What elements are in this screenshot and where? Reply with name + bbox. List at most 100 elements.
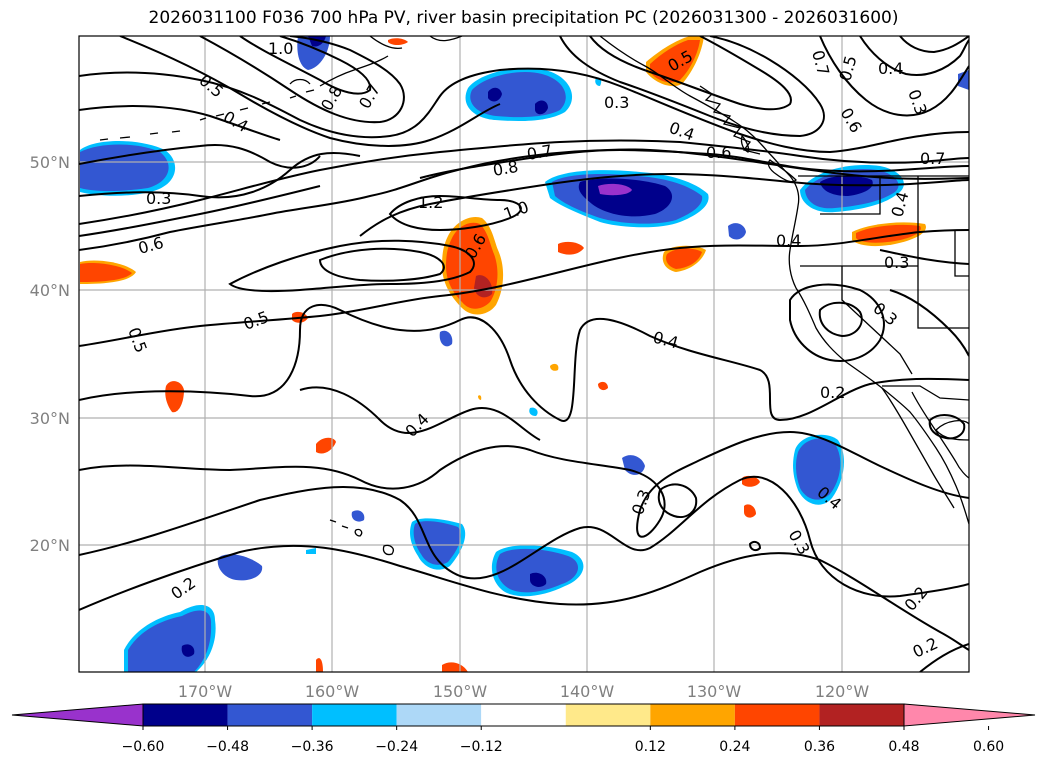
pv-contour-ne-1	[819, 36, 969, 117]
colorbar-segment	[819, 704, 904, 726]
shade-blue-patch	[488, 87, 502, 102]
lat-tick-label: 40°N	[30, 281, 70, 300]
contour-label: 0.5	[195, 71, 227, 102]
state-border-nv-ca	[841, 266, 913, 375]
pv-contour-east-0.3	[879, 249, 969, 265]
contour-label: 0.2	[901, 583, 932, 615]
pv-contour-0.7	[79, 139, 969, 225]
shade-orange-patch	[478, 395, 482, 400]
shade-orange-patch	[744, 504, 756, 518]
pv-contour-1.2	[388, 194, 522, 232]
contour-label: 0.3	[869, 299, 901, 330]
state-border-wa-or	[820, 176, 881, 215]
pv-contour-basin-2	[818, 301, 863, 338]
contour-label: 0.4	[401, 409, 432, 440]
pv-contour-desert	[928, 414, 966, 440]
contour-label: 0.2	[910, 634, 941, 662]
alaska-mainland-coastline	[369, 36, 463, 50]
us-mexico-border	[882, 385, 969, 401]
alaska-panhandle-coastline	[699, 85, 761, 155]
contour-label: 0.8	[491, 157, 519, 180]
contour-label: 0.4	[651, 328, 681, 353]
shade-orange-patch	[388, 38, 408, 45]
shade-orange-patch	[316, 658, 323, 672]
colorbar-extension-high	[903, 703, 1036, 727]
pv-contour-0.5	[79, 229, 969, 347]
shade-orange-patch	[598, 381, 608, 391]
pv-contour-alaska-2	[589, 36, 792, 111]
baja-peninsula-coastline	[881, 387, 955, 509]
pv-contour-west-0.5	[79, 105, 281, 141]
pv-contour-alaska-1	[559, 36, 825, 138]
colorbar-segment	[481, 704, 566, 726]
pv-contour-0.4-mid	[79, 303, 969, 422]
contour-label: 0.4	[667, 118, 697, 145]
shade-blue-patch	[439, 330, 453, 347]
pv-contour-basin	[789, 283, 885, 362]
shade-blue-patch	[529, 407, 538, 416]
shade-blue-patch	[306, 548, 316, 554]
shade-orange-patch	[558, 241, 584, 255]
shade-blue-patch	[535, 100, 548, 115]
pv-contour-0.4-lower	[299, 386, 541, 441]
state-border-nv-az	[917, 266, 969, 329]
pv-contour-0.2-south2	[919, 643, 969, 672]
lon-tick-label: 130°W	[687, 682, 742, 701]
lon-tick-label: 170°W	[178, 682, 233, 701]
graticule	[79, 36, 969, 672]
pv-contour-0.6-north	[79, 185, 321, 237]
shade-orange-patch	[80, 263, 132, 282]
colorbar-tick-label: 0.60	[973, 739, 1004, 755]
lon-tick-label: 120°W	[815, 682, 870, 701]
shade-blue-patch	[728, 223, 746, 240]
colorbar-tick-label: 0.48	[888, 739, 919, 755]
shade-blue-patch	[496, 548, 579, 593]
colorbar-segment	[396, 704, 482, 726]
contour-label: 0.4	[776, 231, 801, 250]
contour-label: 0.5	[124, 325, 151, 355]
lon-tick-label: 160°W	[305, 682, 360, 701]
shade-orange-patch	[442, 662, 468, 672]
colorbar-outline	[142, 703, 905, 727]
colorbar-tick-label: 0.12	[635, 739, 666, 755]
alaska-peninsula-coastline	[289, 55, 389, 87]
lat-tick-label: 50°N	[30, 153, 70, 172]
contour-label: 0.7	[525, 141, 553, 164]
pv-contour-north-4	[239, 36, 372, 95]
hawaiian-islands	[329, 519, 394, 556]
contour-label: 0.5	[836, 54, 861, 84]
pv-contour-0.2-south	[79, 544, 969, 651]
pv-contour-east-0.2	[889, 289, 969, 357]
contour-label: 0.7	[808, 48, 833, 78]
colorbar-tick-label: 0.24	[719, 739, 750, 755]
pv-contour-north-2	[119, 36, 501, 147]
north-america-coastline	[599, 36, 969, 525]
shade-blue-patch	[181, 644, 195, 657]
shade-orange-patch	[316, 437, 336, 454]
contour-label: 1.0	[268, 39, 293, 58]
colorbar-tick-label: −0.48	[206, 739, 249, 755]
pv-contour-hawaii-loop	[657, 483, 698, 518]
contour-label: 0.5	[241, 307, 271, 334]
contour-label: 0.6	[136, 233, 166, 258]
shade-orange-patch	[550, 363, 559, 371]
contour-label: 0.2	[167, 573, 199, 603]
shade-orange-patch	[474, 275, 493, 298]
contour-label: 0.8	[317, 82, 346, 114]
shade-orange-patch	[165, 381, 184, 413]
lon-tick-label: 140°W	[560, 682, 615, 701]
gulf-of-california-coastline	[911, 391, 969, 479]
colorbar-segment	[565, 704, 651, 726]
pv-contour-0.8	[419, 148, 969, 180]
shade-blue-patch	[958, 70, 969, 90]
pv-contour-west-0.3	[79, 151, 361, 199]
shade-orange-patch	[650, 40, 700, 83]
contour-label: 0.2	[820, 383, 845, 402]
pv-contour-1.0	[359, 172, 969, 237]
shade-blue-patch	[795, 438, 841, 500]
lon-tick-label: 150°W	[433, 682, 488, 701]
pv-contour-ne-2	[859, 36, 969, 76]
contour-label: 0.4	[878, 59, 903, 78]
colorbar-tick-label: −0.24	[375, 739, 418, 755]
pv-contour-north-1	[79, 67, 969, 154]
